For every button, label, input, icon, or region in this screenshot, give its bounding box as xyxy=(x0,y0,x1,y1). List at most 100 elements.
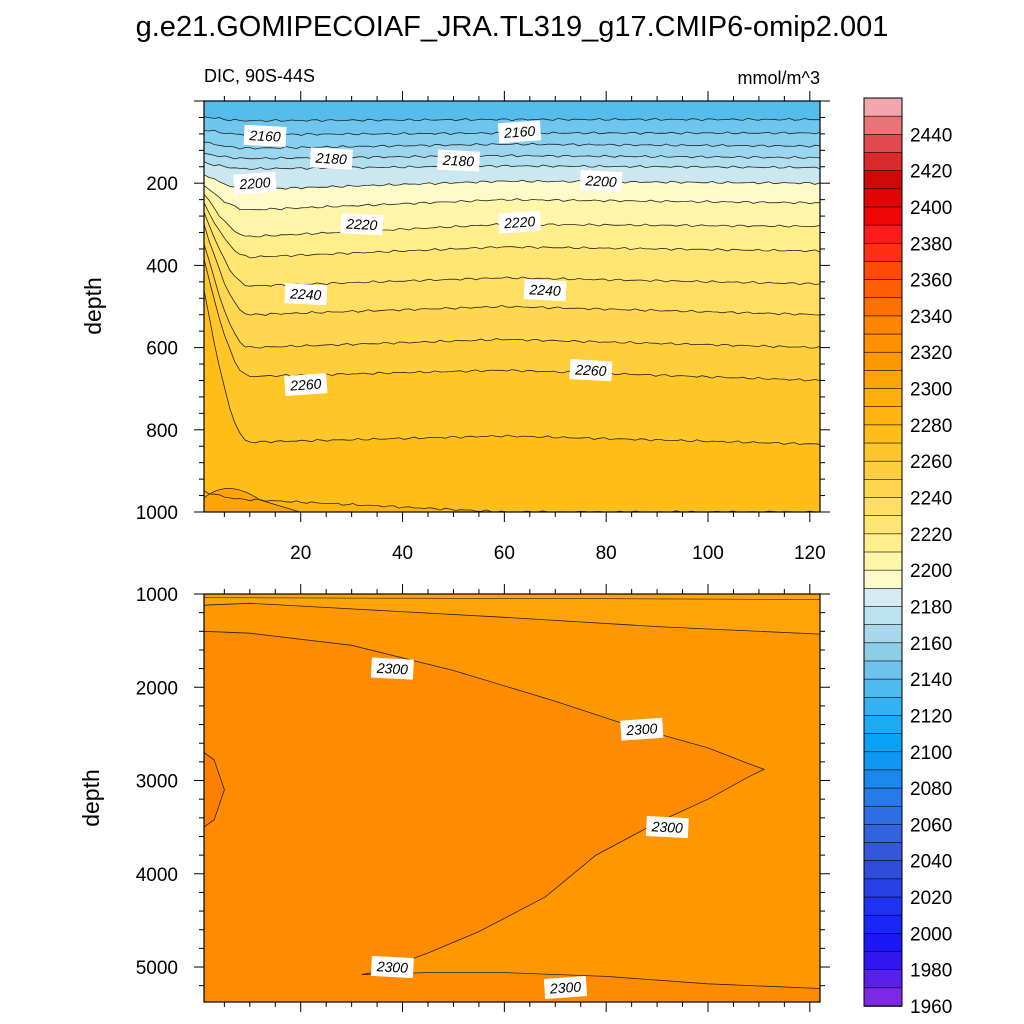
colorbar-label: 2040 xyxy=(910,852,952,873)
contour-label-box xyxy=(309,147,353,170)
contour-label-text: 2300 xyxy=(625,720,658,738)
contour-label-box xyxy=(497,210,542,234)
contour-band xyxy=(361,972,820,1002)
colorbar-segment xyxy=(863,460,903,481)
contour-label-box xyxy=(437,149,480,172)
contour-line xyxy=(203,597,821,600)
y-tick-label: 1000 xyxy=(136,585,178,606)
lower-contour-labels: 2300 2300 2300 2300 2300 xyxy=(370,657,689,999)
contour-label: 2260 xyxy=(569,359,613,382)
colorbar-segment xyxy=(863,370,903,390)
contour-label-text: 2260 xyxy=(574,361,607,379)
contour-label-text: 2220 xyxy=(345,215,378,233)
colorbar-segment xyxy=(863,497,903,517)
contour-label: 2220 xyxy=(340,213,384,236)
x-tick-label: 120 xyxy=(794,543,826,564)
contour-label: 2220 xyxy=(497,210,542,234)
colorbar-segment xyxy=(863,533,903,553)
colorbar-segment xyxy=(863,951,903,971)
contour-line xyxy=(203,185,821,211)
contour-label: 2300 xyxy=(645,816,689,839)
colorbar-segment xyxy=(863,896,903,916)
colorbar-segment xyxy=(863,479,903,499)
colorbar-segment xyxy=(863,242,903,263)
colorbar-segment xyxy=(863,224,903,245)
contour-label: 2180 xyxy=(437,149,480,172)
contour-label-text: 2200 xyxy=(238,174,271,192)
contour-band xyxy=(204,752,225,828)
x-tick-label: 80 xyxy=(596,543,617,564)
colorbar-segment xyxy=(863,914,903,935)
contour-line xyxy=(204,141,821,150)
colorbar-segment xyxy=(863,115,903,136)
colorbar-segment xyxy=(863,696,903,717)
colorbar-label: 1980 xyxy=(910,961,952,982)
colorbar-label: 2100 xyxy=(910,743,952,764)
colorbar-segment xyxy=(863,624,903,644)
contour-line xyxy=(203,223,821,316)
contour-label-box xyxy=(645,816,689,839)
y-tick-label: 4000 xyxy=(136,865,178,886)
lower-axes: 1000 2000 3000 4000 5000 xyxy=(136,584,830,1012)
y-tick-label: 800 xyxy=(146,421,178,442)
contour-label: 2160 xyxy=(497,120,542,144)
y-tick-label: 5000 xyxy=(136,958,178,979)
lower-contour-fill xyxy=(204,594,820,1002)
colorbar-segment xyxy=(863,805,903,826)
colorbar-label: 2440 xyxy=(910,125,952,146)
upper-contour-fill xyxy=(204,101,820,513)
colorbar-segment xyxy=(863,642,903,662)
y-tick-label: 600 xyxy=(146,339,178,360)
colorbar-segment xyxy=(863,315,903,335)
contour-label-box xyxy=(523,279,567,302)
contour-label-box xyxy=(569,359,613,382)
colorbar-label: 2340 xyxy=(910,307,952,328)
contour-line xyxy=(203,243,821,349)
contour-line xyxy=(203,289,821,445)
colorbar-label: 2140 xyxy=(910,670,952,691)
colorbar-segment xyxy=(863,860,903,880)
panel-left-label: DIC, 90S-44S xyxy=(204,66,315,86)
colorbar-segment xyxy=(863,878,903,898)
colorbar-frame xyxy=(863,97,903,1007)
colorbar-label: 2200 xyxy=(910,561,952,582)
colorbar-segment xyxy=(863,751,903,771)
contour-label: 2300 xyxy=(543,976,588,999)
colorbar-segment xyxy=(863,715,903,735)
upper-axes: 20 40 60 80 100 120 200 400 600 800 1000 xyxy=(136,91,830,564)
colorbar-segment xyxy=(863,442,903,463)
colorbar-segment xyxy=(863,351,903,372)
colorbar-label: 2280 xyxy=(910,416,952,437)
colorbar-segment xyxy=(863,515,903,535)
colorbar-label: 2220 xyxy=(910,525,952,546)
contour-label: 2200 xyxy=(233,171,277,195)
colorbar-segment xyxy=(863,606,903,626)
x-tick-label: 100 xyxy=(692,543,724,564)
contour-label: 2180 xyxy=(309,147,353,170)
colorbar-label: 2000 xyxy=(910,924,952,945)
colorbar-label: 2260 xyxy=(910,452,952,473)
colorbar-segment xyxy=(863,933,903,953)
contour-label-box xyxy=(579,170,623,193)
colorbar-segment xyxy=(863,388,903,408)
colorbar-label: 1960 xyxy=(910,997,952,1018)
contour-label: 2160 xyxy=(243,124,287,147)
lower-contour-lines xyxy=(203,597,821,989)
contour-label-text: 2220 xyxy=(503,213,536,231)
contour-label: 2260 xyxy=(284,373,328,397)
contour-line xyxy=(203,161,821,170)
contour-label-text: 2300 xyxy=(548,978,581,996)
colorbar-segment xyxy=(863,588,903,608)
colorbar-label: 2380 xyxy=(910,234,952,255)
colorbar-segment xyxy=(863,424,903,444)
colorbar-segment xyxy=(863,206,903,226)
x-tick-label: 20 xyxy=(290,543,311,564)
contour-line xyxy=(203,752,225,828)
contour-label: 2240 xyxy=(284,283,328,306)
colorbar-label: 2160 xyxy=(910,634,952,655)
colorbar-segment xyxy=(863,769,903,789)
contour-line xyxy=(361,972,821,989)
contour-label-box xyxy=(340,213,384,236)
colorbar-segment xyxy=(863,824,903,844)
upper-contour-lines xyxy=(203,116,821,513)
